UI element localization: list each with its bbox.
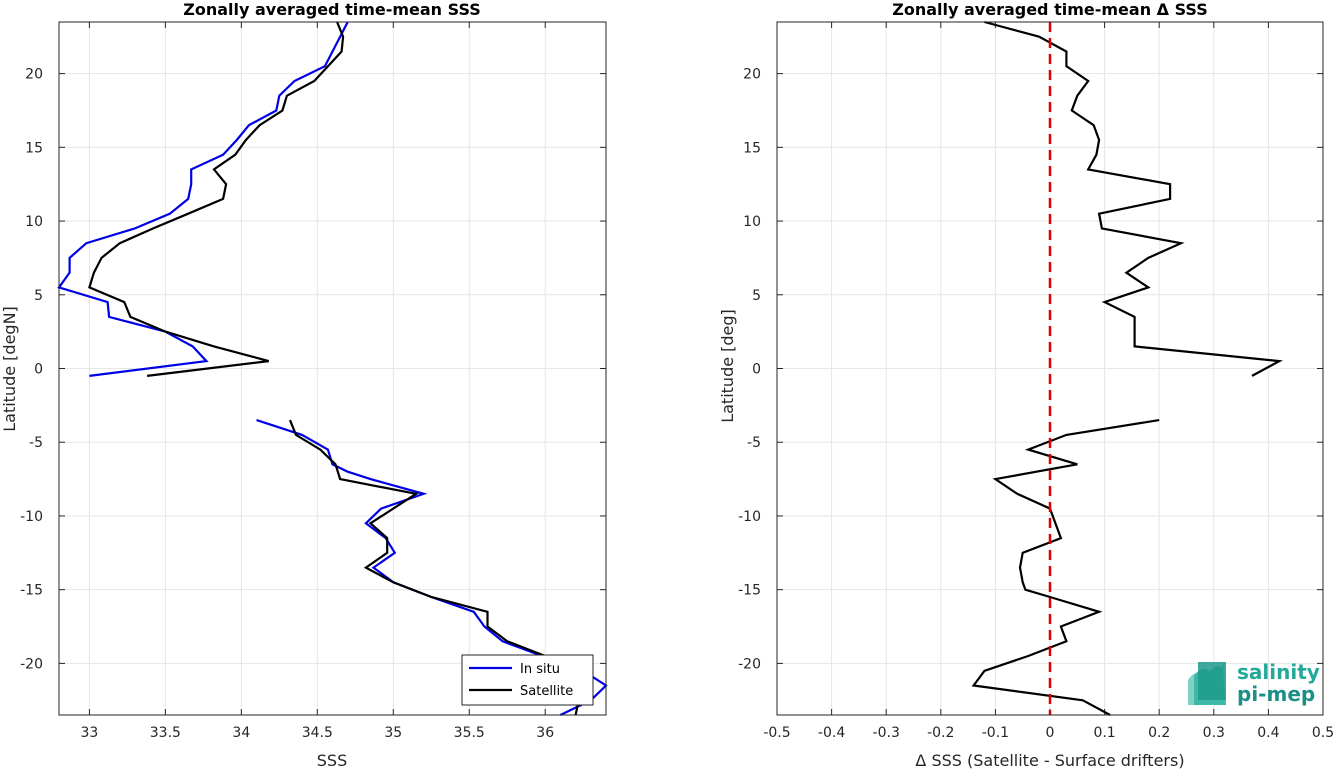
logo-text-pi-mep: pi-mep [1237, 682, 1315, 706]
tick-labels: 33 33.5 34 34.5 35 35.5 36 20 15 10 5 0 -5 -10 -15 -20 [20, 67, 554, 741]
x-tick-label: 0.1 [1093, 725, 1115, 741]
y-tick-label: 10 [25, 214, 43, 230]
x-tick-label: 0.2 [1148, 725, 1170, 741]
x-tick-label: 0.4 [1257, 725, 1279, 741]
x-tick-label: 36 [536, 725, 554, 741]
plot-frame [58, 21, 607, 716]
x-tick-label: -0.1 [982, 725, 1009, 741]
series-lines [971, 20, 1283, 716]
chart-title: Zonally averaged time-mean Δ SSS [892, 0, 1208, 19]
x-tick-label: 33 [80, 725, 98, 741]
series-line-satellite-segment-0 [88, 21, 345, 377]
chart-right-delta-sss: -0.5 -0.4 -0.3 -0.2 -0.1 0 0.1 0.2 0.3 0.4 0.5 20 15… [718, 0, 1334, 769]
y-tick-label: 5 [752, 288, 761, 304]
chart-left-sss: 33 33.5 34 34.5 35 35.5 3620151050-5-10-15-20 … [0, 0, 608, 769]
chart-title: Zonally averaged time-mean SSS [183, 0, 481, 19]
y-tick-label: -5 [29, 435, 43, 451]
x-tick-label: -0.2 [927, 725, 954, 741]
x-tick-label: -0.3 [873, 725, 900, 741]
y-tick-label: 5 [34, 288, 43, 304]
y-tick-label: 10 [743, 214, 761, 230]
y-tick-label: -10 [738, 509, 761, 525]
series-line-in-situ-segment-0 [57, 21, 349, 377]
legend-label-satellite: Satellite [520, 684, 573, 699]
x-tick-label: -0.5 [763, 725, 790, 741]
legend[interactable]: In situ Satellite [461, 654, 594, 706]
y-tick-label: 20 [25, 67, 43, 83]
y-tick-label: 0 [34, 362, 43, 378]
y-tick-label: -15 [20, 583, 43, 599]
y-tick-label: 15 [25, 140, 43, 156]
x-tick-label: 33.5 [150, 725, 181, 741]
y-axis-label: Latitude [degN] [0, 306, 19, 432]
legend-box [461, 654, 594, 706]
x-tick-label: 0.5 [1312, 725, 1334, 741]
series-line-delta-sss-segment-0 [984, 20, 1283, 377]
y-tick-label: 15 [743, 140, 761, 156]
plot-frame [776, 21, 1324, 716]
x-tick-label: -0.4 [818, 725, 845, 741]
y-tick-label: -15 [738, 583, 761, 599]
tick-labels: -0.5 -0.4 -0.3 -0.2 -0.1 0 0.1 0.2 0.3 0.4 0.5 20 15… [738, 67, 1334, 741]
y-tick-label: -10 [20, 509, 43, 525]
y-tick-label: -20 [738, 656, 761, 672]
y-axis-label: Latitude [deg] [718, 309, 737, 423]
logo-text-salinity: salinity [1237, 660, 1320, 684]
y-tick-label: -5 [747, 435, 761, 451]
x-axis-label: Δ SSS (Satellite - Surface drifters) [915, 751, 1184, 769]
x-tick-label: 34 [232, 725, 250, 741]
x-tick-label: 35.5 [454, 725, 485, 741]
y-tick-label: 20 [743, 67, 761, 83]
x-tick-label: 35 [384, 725, 402, 741]
x-tick-label: 0 [1046, 725, 1055, 741]
x-tick-label: 0.3 [1203, 725, 1225, 741]
logo-wave-icon [1188, 662, 1226, 705]
legend-label-in-situ: In situ [520, 662, 560, 677]
x-axis-label: SSS [317, 751, 347, 769]
y-tick-label: 0 [752, 362, 761, 378]
x-tick-label: 34.5 [302, 725, 333, 741]
y-tick-label: -20 [20, 656, 43, 672]
salinity-pi-mep-logo: salinity pi-mep [1188, 660, 1320, 706]
series-line-delta-sss-segment-1 [971, 419, 1160, 716]
